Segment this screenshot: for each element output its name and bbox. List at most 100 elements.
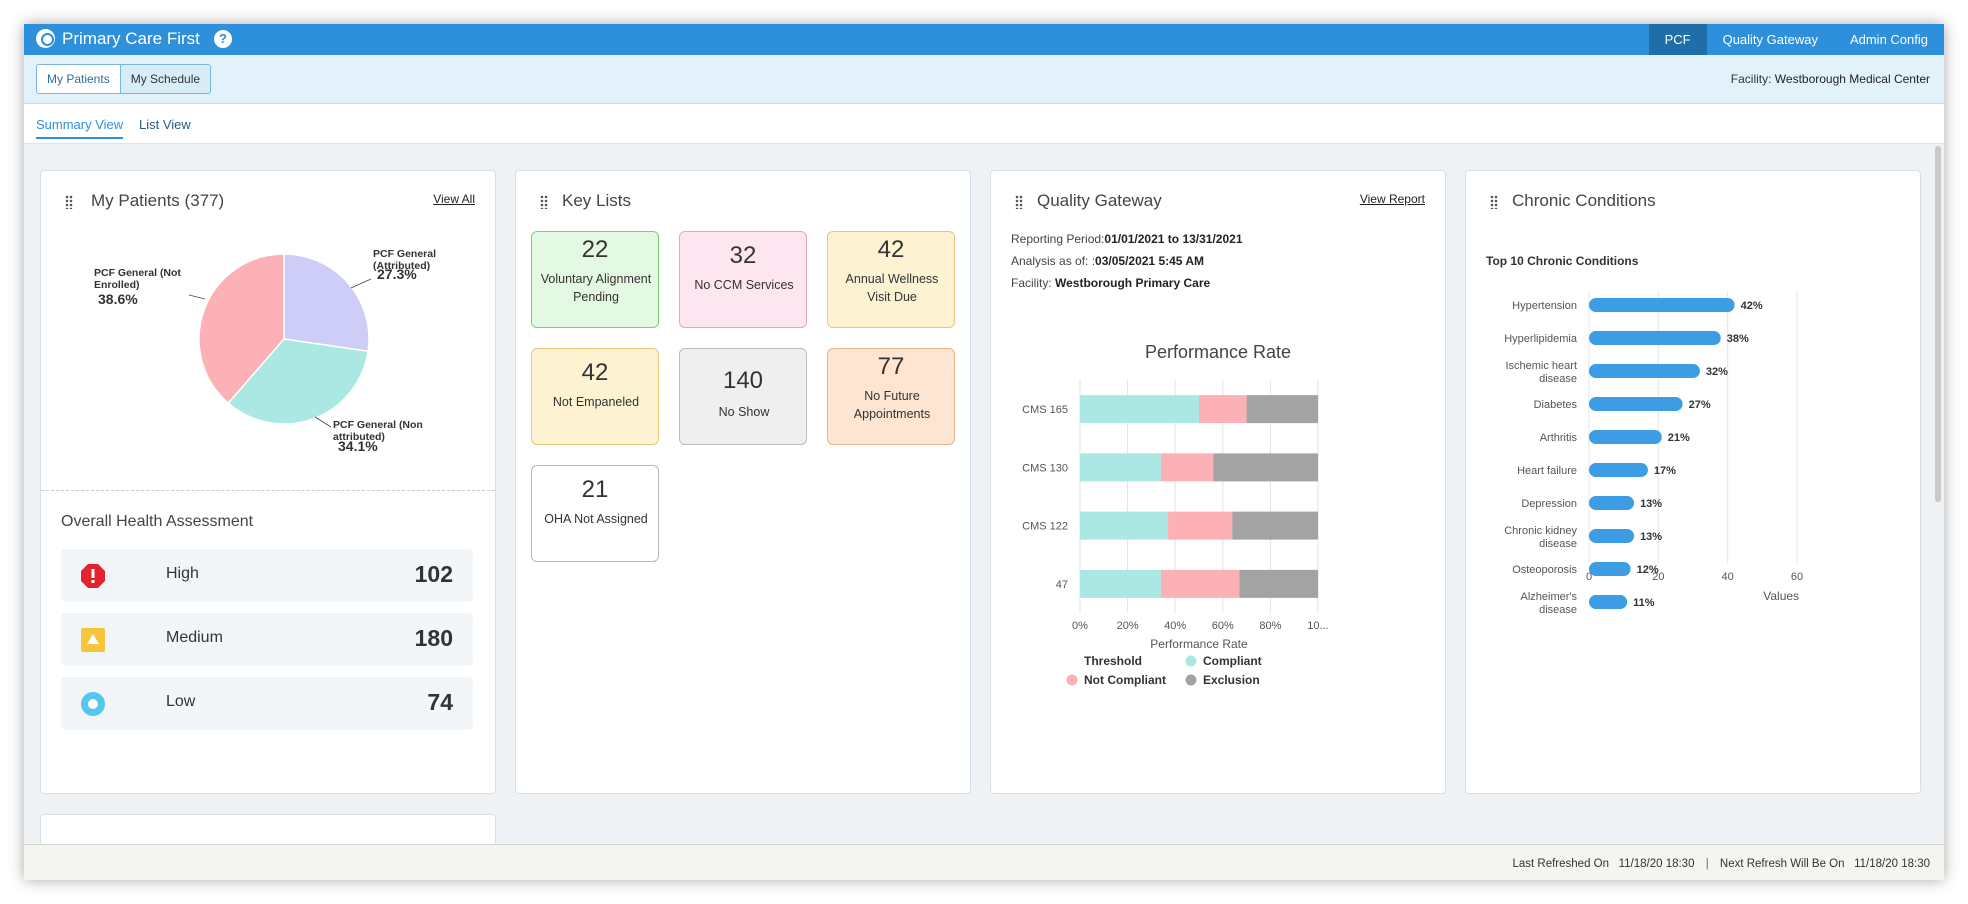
facility-indicator: Facility: Westborough Medical Center: [1731, 72, 1930, 86]
category-label: Osteoporosis: [1512, 564, 1577, 576]
bar: [1589, 298, 1735, 312]
legend-label: Exclusion: [1203, 673, 1260, 687]
data-label: 13%: [1640, 498, 1662, 510]
key-list-tile[interactable]: 32 No CCM Services: [679, 231, 807, 328]
bar: [1589, 463, 1648, 477]
key-list-tile[interactable]: 140 No Show: [679, 348, 807, 445]
drag-handle-icon[interactable]: [1015, 195, 1023, 209]
drag-handle-icon[interactable]: [540, 195, 548, 209]
chronic-conditions-chart: 0 20 40 60 Values Hypertension 42% Hyperlipidem…: [1504, 291, 1803, 616]
category-label: Depression: [1521, 498, 1577, 510]
facility-label: Facility:: [1730, 72, 1772, 86]
pie-label-attributed: PCF General (Attributed): [373, 248, 437, 272]
stacked-bar-segment: [1232, 511, 1318, 540]
footer-bar: Last Refreshed On 11/18/20 18:30 | Next …: [24, 844, 1944, 880]
patients-pie-chart: PCF General (Attributed) 27.3% PCF Gener…: [41, 231, 495, 481]
stacked-bar-segment: [1080, 511, 1169, 540]
key-list-label: Voluntary Alignment Pending: [540, 272, 652, 304]
key-list-tile[interactable]: 77 No Future Appointments: [827, 348, 955, 445]
category-label: Arthritis: [1540, 432, 1578, 444]
oha-row-low[interactable]: Low 74: [61, 677, 473, 730]
key-list-tile[interactable]: 21 OHA Not Assigned: [531, 465, 659, 562]
x-tick-label: 20: [1652, 571, 1664, 583]
data-label: 38%: [1727, 333, 1749, 345]
stacked-bar-segment: [1239, 569, 1318, 598]
key-list-count: 42: [877, 236, 905, 263]
next-refresh-value: 11/18/20 18:30: [1854, 858, 1930, 870]
x-tick-label: 60%: [1212, 620, 1234, 632]
x-tick-label: 40%: [1164, 620, 1186, 632]
legend-label: Not Compliant: [1084, 673, 1166, 687]
bar: [1589, 397, 1683, 411]
last-refreshed-label: Last Refreshed On: [1512, 858, 1609, 870]
drag-handle-icon[interactable]: [65, 195, 73, 209]
legend-label: Threshold: [1084, 654, 1142, 668]
view-toggle: My Patients My Schedule: [36, 64, 212, 94]
oha-value-low: 74: [427, 689, 453, 715]
data-label: 21%: [1668, 432, 1690, 444]
category-label: disease: [1539, 604, 1577, 616]
view-all-link[interactable]: View All: [433, 192, 475, 206]
legend-marker: [1185, 674, 1197, 686]
drag-handle-icon[interactable]: [1490, 195, 1498, 209]
stacked-bar-segment: [1213, 453, 1318, 482]
chronic-conditions-subtitle: Top 10 Chronic Conditions: [1486, 254, 1639, 268]
key-lists-card: Key Lists 22 Voluntary Alignment Pending 3…: [515, 170, 971, 794]
footer-separator: |: [1705, 858, 1709, 870]
key-list-tile[interactable]: 42 Not Empaneled: [531, 348, 659, 445]
vertical-scrollbar[interactable]: [1935, 146, 1941, 502]
nav-pcf[interactable]: PCF: [1648, 24, 1707, 55]
key-list-label: No Future Appointments: [853, 389, 931, 421]
reporting-period: Reporting Period:01/01/2021 to 13/31/202…: [1011, 232, 1243, 246]
key-list-label: Not Empaneled: [552, 395, 640, 409]
data-label: 27%: [1689, 399, 1711, 411]
category-label: Hypertension: [1512, 300, 1577, 312]
pie-slice: [227, 338, 369, 425]
tab-list-view[interactable]: List View: [139, 117, 191, 132]
oha-row-high[interactable]: High 102: [61, 549, 473, 602]
circle-icon: [81, 692, 105, 716]
oha-value-medium: 180: [414, 625, 453, 651]
data-label: 32%: [1706, 366, 1728, 378]
x-tick-label: 0: [1586, 571, 1592, 583]
stacked-bar-segment: [1199, 395, 1247, 424]
oha-label-high: High: [166, 565, 199, 582]
reporting-period-value: 01/01/2021 to 13/31/2021: [1104, 232, 1243, 246]
category-label: Diabetes: [1534, 399, 1578, 411]
category-label: CMS 165: [1022, 404, 1068, 416]
my-patients-title: My Patients (377): [91, 191, 225, 210]
stacked-bar-segment: [1168, 511, 1233, 540]
app-title: Primary Care First: [62, 29, 200, 48]
pie-svg: [188, 253, 372, 428]
tab-summary-view[interactable]: Summary View: [36, 117, 124, 139]
x-tick-label: 20%: [1117, 620, 1139, 632]
bar: [1589, 430, 1662, 444]
analysis-date: Analysis as of: :03/05/2021 5:45 AM: [1011, 254, 1204, 268]
key-list-count: 42: [581, 359, 609, 386]
top-nav: PCF Quality Gateway Admin Config: [1648, 24, 1944, 55]
my-schedule-button[interactable]: My Schedule: [119, 65, 211, 93]
category-label: Heart failure: [1517, 465, 1577, 477]
oha-label-medium: Medium: [166, 629, 223, 646]
bar: [1589, 529, 1635, 543]
pie-leader-line: [314, 416, 332, 428]
legend-label: Compliant: [1203, 654, 1262, 668]
key-list-tile[interactable]: 22 Voluntary Alignment Pending: [531, 231, 659, 328]
view-report-link[interactable]: View Report: [1359, 192, 1425, 206]
my-patients-button[interactable]: My Patients: [37, 65, 120, 93]
category-label: Hyperlipidemia: [1504, 333, 1578, 345]
tab-bar: Summary View List View: [24, 104, 1944, 144]
bar: [1589, 496, 1635, 510]
nav-quality-gateway[interactable]: Quality Gateway: [1722, 32, 1818, 47]
warning-triangle-icon: [81, 628, 105, 652]
key-list-tile[interactable]: 42 Annual Wellness Visit Due: [827, 231, 955, 328]
nav-admin-config[interactable]: Admin Config: [1849, 32, 1928, 47]
oha-row-medium[interactable]: Medium 180: [61, 613, 473, 666]
my-patients-card: My Patients (377) View All PCF General (…: [40, 170, 496, 794]
reporting-period-label: Reporting Period:: [1011, 232, 1105, 246]
help-icon[interactable]: ?: [214, 30, 232, 48]
key-list-count: 22: [581, 236, 609, 263]
oha-value-high: 102: [414, 561, 453, 587]
pie-leader-line: [188, 294, 206, 300]
next-refresh-label: Next Refresh Will Be On: [1719, 858, 1845, 870]
